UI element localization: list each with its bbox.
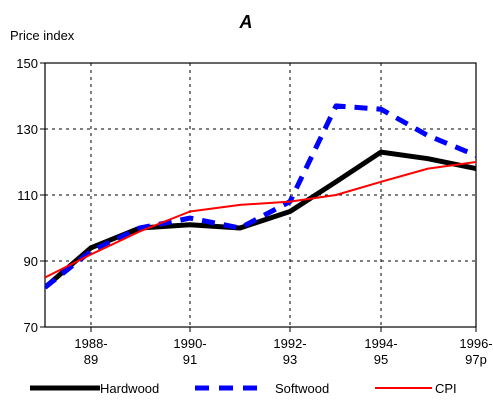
chart-title: A: [239, 12, 253, 32]
x-axis-ticks: 1988-89 1990-91 1992-93 1994-95 1996-97p: [74, 327, 493, 367]
y-axis-ticks: 70 90 110 130 150: [16, 56, 45, 335]
x-tick-label-line1: 1994-: [364, 336, 397, 351]
y-tick-label-70: 70: [24, 320, 38, 335]
y-tick-label-150: 150: [16, 56, 38, 71]
x-tick-label-line2: 97p: [465, 352, 487, 367]
x-tick-label-line1: 1990-: [173, 336, 206, 351]
x-tick-label-line1: 1988-: [74, 336, 107, 351]
x-tick-label-line1: 1996-: [459, 336, 492, 351]
y-tick-label-130: 130: [16, 122, 38, 137]
y-tick-label-90: 90: [24, 254, 38, 269]
x-tick-label-line2: 89: [84, 352, 98, 367]
y-axis-label: Price index: [10, 28, 75, 43]
legend-label-cpi: CPI: [435, 381, 457, 396]
x-tick-label-line2: 95: [374, 352, 388, 367]
legend: Hardwood Softwood CPI: [30, 381, 457, 396]
x-tick-label-line1: 1992-: [273, 336, 306, 351]
x-tick-label-line2: 93: [283, 352, 297, 367]
y-tick-label-110: 110: [17, 188, 38, 203]
x-tick-label-line2: 91: [183, 352, 197, 367]
series-lines: [45, 103, 476, 290]
series-line-cpi: [45, 160, 476, 279]
legend-label-hardwood: Hardwood: [100, 381, 159, 396]
legend-label-softwood: Softwood: [275, 381, 329, 396]
